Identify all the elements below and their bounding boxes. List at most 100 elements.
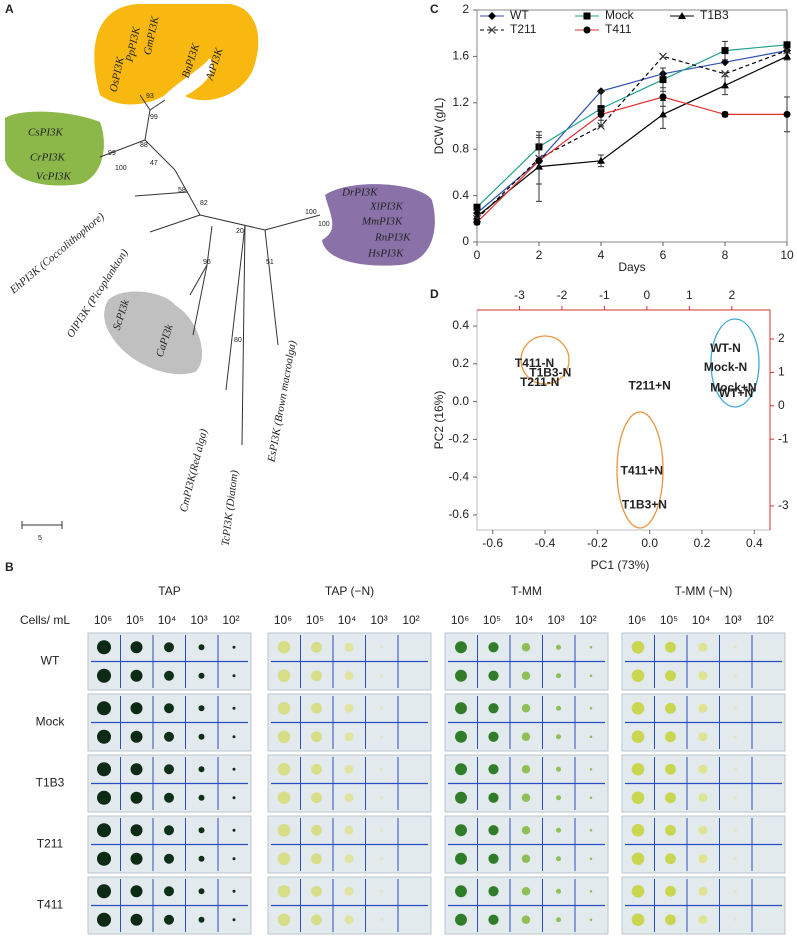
marker — [583, 12, 591, 20]
spot — [277, 762, 291, 776]
spot — [555, 856, 562, 862]
spot — [232, 828, 236, 832]
spot — [277, 823, 291, 837]
concentration-label: 10⁵ — [306, 613, 324, 627]
spot — [277, 852, 291, 866]
spot — [734, 706, 737, 710]
y-tick-label: 0.4 — [452, 318, 469, 332]
spot — [277, 640, 291, 654]
concentration-label: 10⁵ — [126, 613, 144, 627]
spot — [589, 889, 593, 893]
y-axis-title: PC2 (16%) — [432, 391, 446, 450]
spot — [198, 855, 205, 862]
x-tick-label: 4 — [598, 248, 605, 262]
spot — [97, 823, 111, 838]
spot — [521, 915, 531, 924]
y-tick-label: 1.6 — [452, 49, 469, 63]
strain-label: Mock — [36, 715, 66, 729]
concentration-label: 10⁴ — [158, 613, 177, 627]
spot — [665, 885, 676, 897]
x-tick-label: 0.4 — [746, 536, 763, 550]
point-label: WT-N — [710, 341, 741, 355]
spot — [198, 766, 205, 773]
spot — [521, 887, 531, 896]
plot-frame — [476, 9, 788, 243]
spot — [665, 824, 676, 836]
cluster-outline — [616, 411, 664, 529]
bootstrap-label: 100 — [115, 165, 127, 172]
spot — [488, 703, 499, 714]
x2-tick-label: -2 — [557, 288, 568, 302]
spot — [734, 828, 737, 832]
spot — [521, 643, 531, 652]
media-title: TAP — [158, 584, 180, 598]
tree-label: EhPI3K (Coccolithophore) — [7, 210, 107, 297]
marker — [721, 69, 729, 78]
spot — [631, 823, 645, 837]
spot — [734, 767, 737, 771]
spot — [311, 641, 322, 653]
concentration-label: 10² — [402, 613, 419, 627]
point-label: T211-N — [520, 375, 559, 389]
marker — [659, 93, 667, 101]
spot — [130, 669, 143, 682]
x-tick-label: 2 — [536, 248, 543, 262]
spot — [344, 732, 354, 742]
bootstrap-label: 99 — [108, 150, 116, 157]
spot — [488, 642, 499, 653]
spot — [198, 888, 205, 895]
spot — [344, 671, 354, 681]
concentration-label: 10³ — [547, 613, 564, 627]
panel-label: C — [430, 2, 439, 16]
spot — [665, 702, 676, 714]
marker — [678, 12, 686, 19]
x-axis-title: Days — [618, 260, 645, 274]
spot — [631, 884, 645, 898]
spot — [589, 645, 593, 649]
spot — [555, 766, 562, 772]
spot — [277, 791, 291, 805]
spot — [631, 791, 645, 805]
y-tick-label: 1.2 — [452, 95, 469, 109]
spot — [130, 885, 143, 898]
spot — [130, 641, 143, 654]
spot — [521, 854, 531, 863]
y-tick-label: 0.4 — [452, 188, 469, 202]
tree-label: CsPI3K — [28, 127, 64, 139]
spot — [413, 768, 415, 770]
concentration-label: 10⁶ — [94, 613, 112, 627]
spot — [277, 884, 291, 898]
concentration-label: 10⁴ — [692, 613, 711, 627]
spot — [767, 675, 769, 677]
spot — [311, 824, 322, 836]
tree-label: RnPI3K — [374, 232, 411, 244]
media-title: TAP (−N) — [325, 584, 374, 598]
y-axis-title: DCW (g/L) — [432, 98, 446, 155]
spot — [734, 857, 737, 861]
spot — [198, 794, 205, 801]
bootstrap-label: 93 — [146, 93, 154, 100]
spot — [589, 796, 593, 800]
spot — [232, 918, 236, 922]
y-tick-label: 0 — [462, 234, 469, 248]
concentration-label: 10³ — [190, 613, 207, 627]
media-title: T-MM (−N) — [675, 584, 733, 598]
spot — [198, 705, 205, 712]
spot — [130, 824, 143, 837]
marker — [783, 110, 791, 118]
spot — [130, 791, 143, 804]
spot — [665, 731, 676, 743]
spot — [488, 825, 499, 836]
marker — [721, 47, 729, 55]
spot — [380, 857, 383, 861]
spot — [164, 853, 174, 864]
concentration-label: 10² — [579, 613, 596, 627]
marker — [659, 52, 667, 61]
x-axis-title: PC1 (73%) — [591, 558, 650, 572]
spot — [521, 826, 531, 835]
spot — [734, 796, 737, 800]
spot — [130, 730, 143, 743]
spot — [455, 791, 467, 804]
